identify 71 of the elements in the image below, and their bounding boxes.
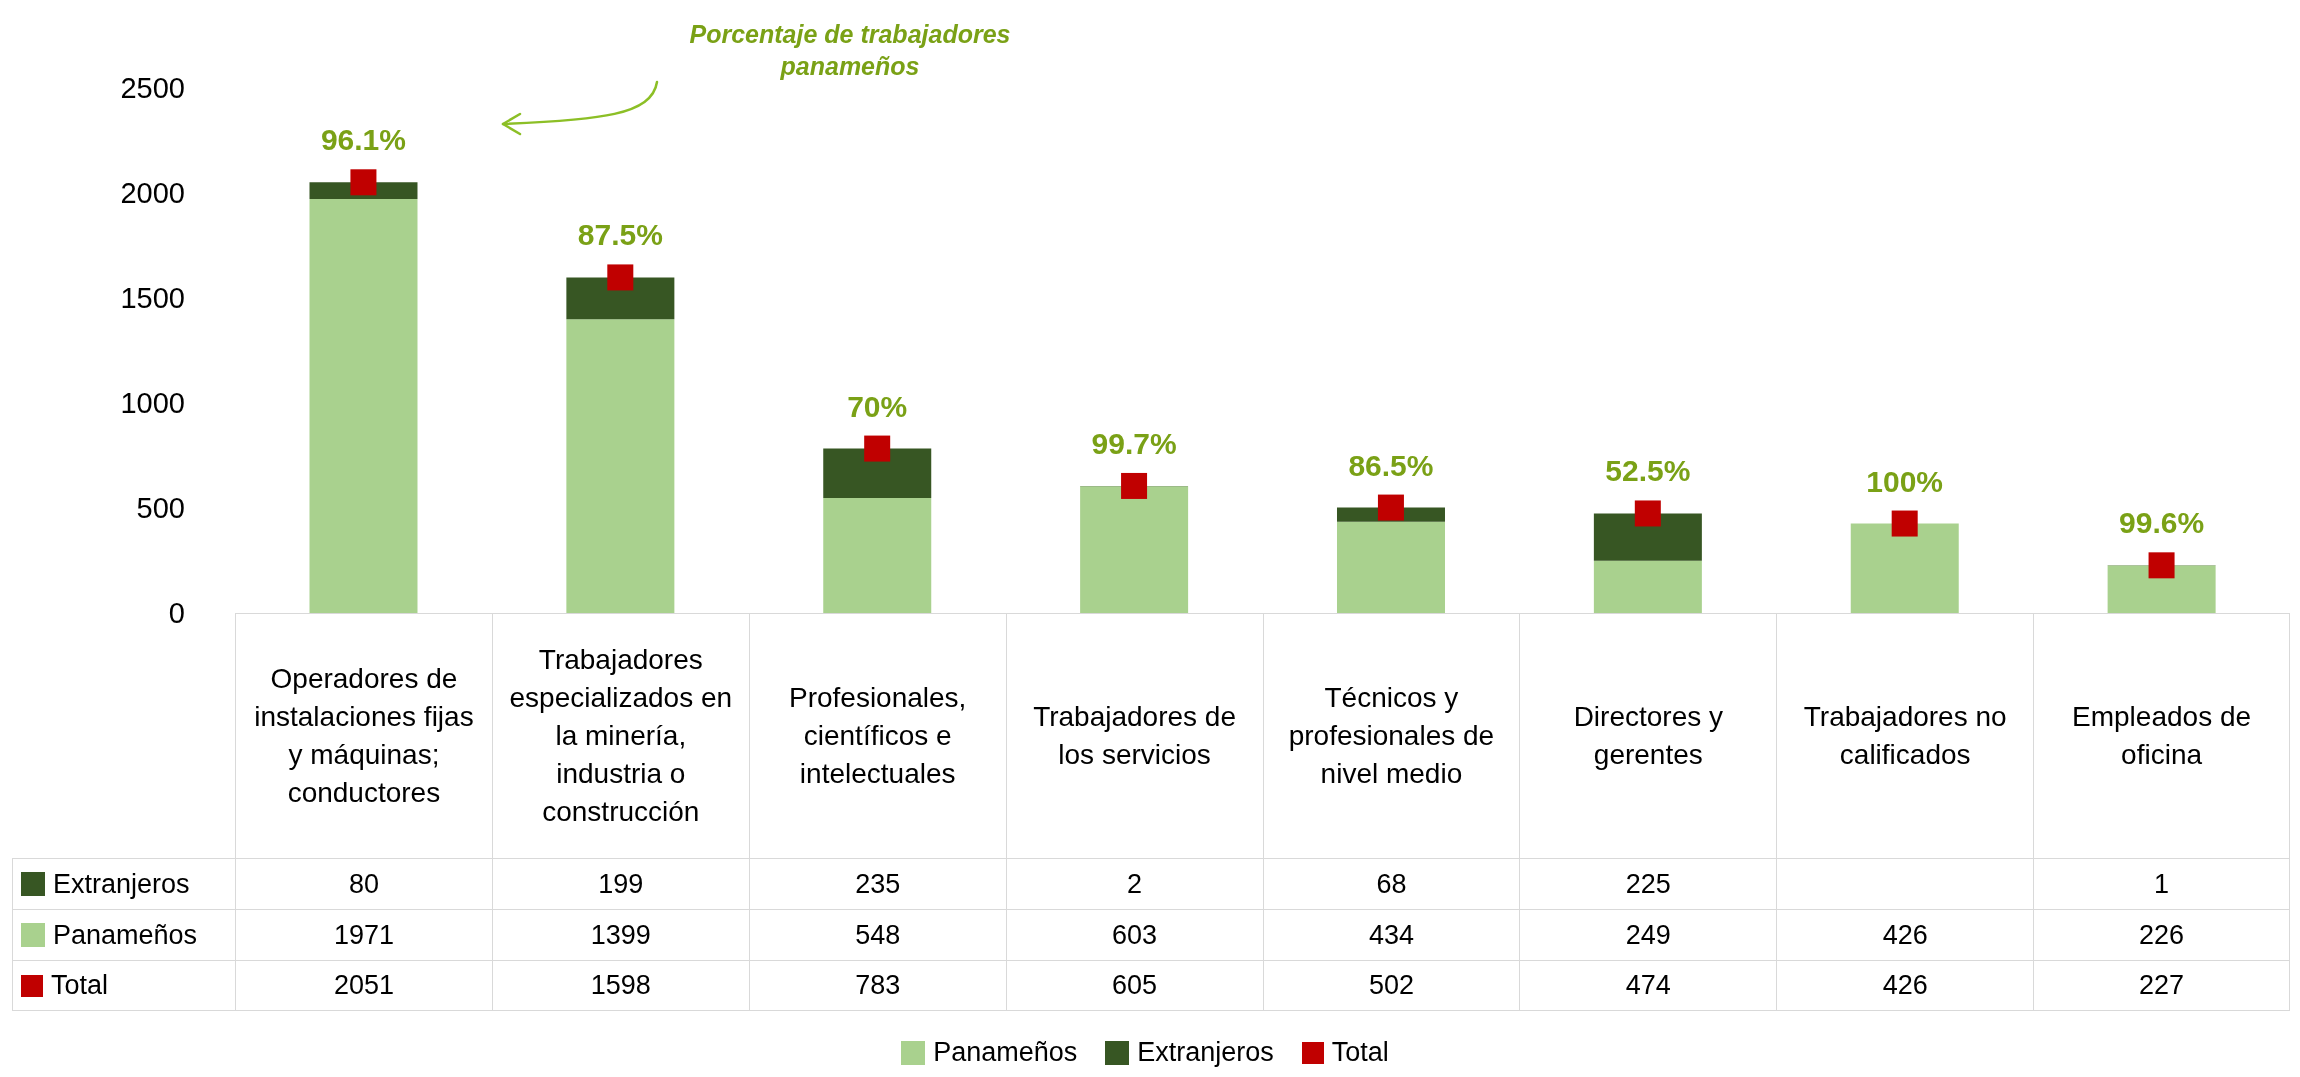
data-label: 1598 xyxy=(491,960,749,1011)
x-tick-label: Trabajadores de los servicios xyxy=(1005,613,1263,858)
data-label: 1 xyxy=(2033,858,2290,909)
legend-label: Panameños xyxy=(12,909,235,960)
y-tick-label: 1000 xyxy=(120,387,185,420)
bar xyxy=(1336,521,1445,613)
annotation: 87.5% xyxy=(577,218,663,252)
point xyxy=(1377,494,1404,521)
data-label: 434 xyxy=(1262,909,1520,960)
data-label: 2051 xyxy=(235,960,492,1011)
y-tick-label: 2500 xyxy=(120,72,185,105)
x-tick-label: Empleados de oficina xyxy=(2033,613,2290,858)
point xyxy=(2148,552,2175,579)
annotation: 86.5% xyxy=(1348,448,1434,482)
data-label: 474 xyxy=(1519,960,1777,1011)
data-label: 2 xyxy=(1005,858,1263,909)
bar xyxy=(1080,486,1189,613)
text: Total xyxy=(51,970,109,1000)
data-label: 249 xyxy=(1519,909,1777,960)
legend-label: Total xyxy=(1331,1037,1389,1068)
x-tick-label: Profesionales, científicos e intelectuales xyxy=(748,613,1006,858)
data-label: 426 xyxy=(1776,960,2034,1011)
data-label: 603 xyxy=(1005,909,1263,960)
point xyxy=(1891,510,1918,537)
y-tick-label: 500 xyxy=(136,492,185,525)
data-label: 783 xyxy=(748,960,1006,1011)
y-tick-label: 1500 xyxy=(120,282,185,315)
annotation: 99.7% xyxy=(1091,426,1177,460)
data-label: 226 xyxy=(2033,909,2290,960)
x-tick-label: Técnicos y profesionales de nivel medio xyxy=(1262,613,1520,858)
data-label: 235 xyxy=(748,858,1006,909)
point xyxy=(1121,472,1148,499)
data-label: 68 xyxy=(1262,858,1520,909)
data-label: 1971 xyxy=(235,909,492,960)
data-label: 548 xyxy=(748,909,1006,960)
bar xyxy=(823,497,932,613)
data-label: 1399 xyxy=(491,909,749,960)
data-label: 225 xyxy=(1519,858,1777,909)
data-label: 426 xyxy=(1776,909,2034,960)
annotation: 70% xyxy=(847,389,908,423)
point xyxy=(1634,500,1661,527)
x-tick-label: Directores y gerentes xyxy=(1519,613,1777,858)
text: Extranjeros xyxy=(1137,1037,1274,1068)
y-tick-label: 2000 xyxy=(120,177,185,210)
point xyxy=(864,435,891,462)
x-tick-label: Trabajadores especializados en la minería, industria o construcción xyxy=(491,613,749,858)
data-label: 80 xyxy=(235,858,492,909)
bar xyxy=(566,319,675,613)
data-label: 502 xyxy=(1262,960,1520,1011)
y-tick-label: 0 xyxy=(168,597,185,630)
bar xyxy=(1593,513,1702,561)
bar xyxy=(1850,523,1959,613)
bar xyxy=(566,277,675,320)
bar xyxy=(1593,560,1702,613)
point xyxy=(350,169,377,196)
text: Panameños xyxy=(933,1037,1078,1068)
legend-label: Extranjeros xyxy=(12,858,235,909)
annotation: 96.1% xyxy=(320,123,406,157)
annotation: 100% xyxy=(1866,464,1944,498)
annotation: 52.5% xyxy=(1605,454,1691,488)
point xyxy=(607,264,634,291)
x-tick-label: Operadores de instalaciones fijas y máquinas; conductores xyxy=(235,613,492,858)
data-label: 605 xyxy=(1005,960,1263,1011)
bar xyxy=(309,199,418,613)
annotation: 99.6% xyxy=(2119,506,2205,540)
x-tick-label: Trabajadores no calificados xyxy=(1776,613,2034,858)
data-label: 227 xyxy=(2033,960,2290,1011)
data-label: 199 xyxy=(491,858,749,909)
bar xyxy=(2107,565,2216,613)
text: Porcentaje de trabajadores panameños xyxy=(688,19,1012,82)
bar xyxy=(823,448,932,498)
